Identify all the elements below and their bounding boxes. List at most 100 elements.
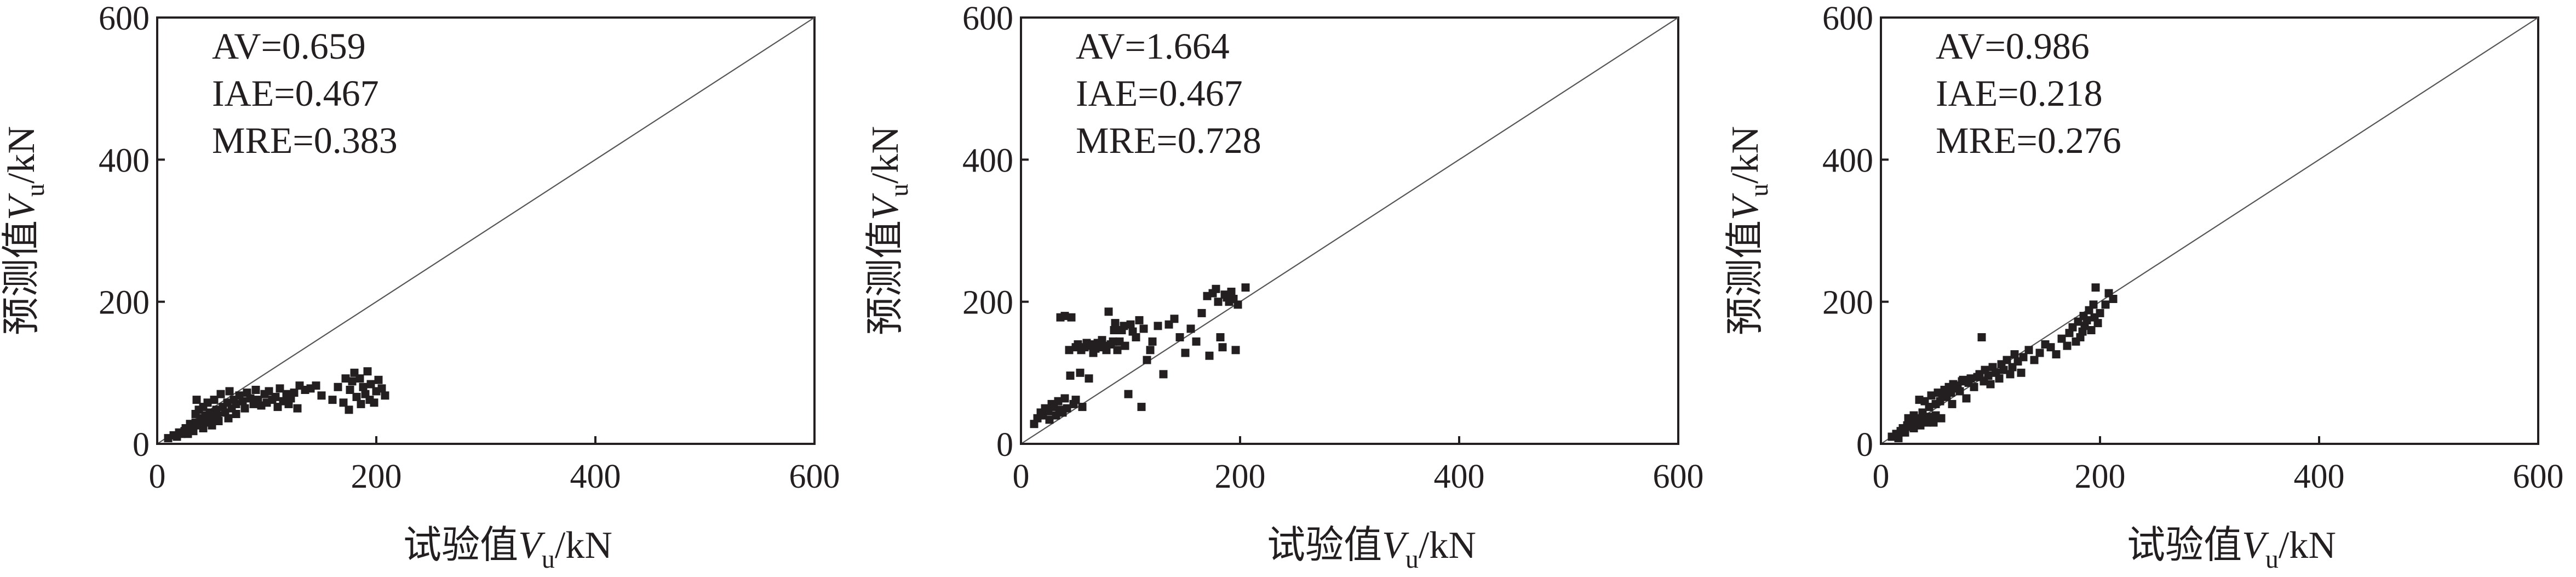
x-tick-label: 600 bbox=[1653, 458, 1704, 495]
data-point bbox=[1071, 396, 1080, 404]
data-point bbox=[290, 389, 299, 397]
data-point bbox=[2030, 356, 2039, 364]
x-axis-label-prefix: 试验值 bbox=[1267, 524, 1382, 567]
data-point bbox=[1121, 341, 1129, 350]
data-point bbox=[1970, 382, 1978, 391]
data-point bbox=[341, 374, 350, 383]
data-point bbox=[2109, 295, 2118, 303]
data-point bbox=[238, 397, 247, 405]
data-point bbox=[1109, 337, 1117, 346]
data-point bbox=[1148, 337, 1157, 346]
y-axis-label-prefix: 预测值 bbox=[1, 220, 43, 335]
chart-panel-2: 0 200 400 600 0 200 400 600 AV=1.664 IAE=0.467 MRE… bbox=[864, 0, 1704, 574]
stat-annotation: IAE=0.467 bbox=[1076, 72, 1243, 114]
data-point bbox=[2019, 353, 2028, 362]
x-axis-label-prefix: 试验值 bbox=[403, 524, 518, 567]
x-tick-label: 400 bbox=[2294, 458, 2345, 495]
data-point bbox=[208, 421, 216, 430]
data-point bbox=[357, 399, 365, 408]
data-point bbox=[1918, 408, 1927, 417]
x-axis-label-subscript: u bbox=[542, 545, 555, 574]
data-point bbox=[2006, 370, 2015, 379]
data-point bbox=[1936, 397, 1944, 405]
reference-line bbox=[157, 17, 815, 444]
x-tick-label: 200 bbox=[2075, 458, 2126, 495]
data-point bbox=[2035, 349, 2044, 357]
data-point bbox=[2024, 346, 2033, 355]
data-point bbox=[1143, 356, 1151, 364]
y-axis-label-var: V bbox=[864, 193, 907, 220]
data-point bbox=[1181, 349, 1190, 357]
y-tick-label: 200 bbox=[962, 284, 1013, 322]
data-point bbox=[1170, 315, 1179, 323]
data-point bbox=[1948, 399, 1957, 408]
y-tick-label: 200 bbox=[99, 284, 150, 322]
x-axis-label-subscript: u bbox=[2265, 545, 2279, 574]
data-point bbox=[1966, 374, 1975, 383]
data-point bbox=[2063, 341, 2072, 350]
data-point bbox=[1137, 403, 1146, 412]
x-axis-label-prefix: 试验值 bbox=[2127, 524, 2242, 567]
x-axis-label-unit: /kN bbox=[555, 524, 612, 567]
x-axis-label: 试验值Vu/kN bbox=[2127, 524, 2336, 574]
y-axis-label-prefix: 预测值 bbox=[1724, 220, 1766, 335]
data-point bbox=[1984, 372, 1993, 380]
data-point bbox=[1234, 300, 1242, 309]
y-axis-label-var: V bbox=[1724, 193, 1766, 220]
data-point bbox=[1937, 414, 1946, 422]
data-point bbox=[312, 381, 320, 390]
data-point bbox=[1962, 394, 1971, 403]
data-point bbox=[2017, 368, 2026, 377]
data-point bbox=[1124, 390, 1133, 398]
x-axis-label-unit: /kN bbox=[1419, 524, 1476, 567]
data-point bbox=[1214, 298, 1223, 306]
data-point bbox=[1060, 394, 1069, 403]
stat-annotation: IAE=0.467 bbox=[212, 72, 379, 114]
stat-annotation: MRE=0.276 bbox=[1936, 119, 2121, 161]
data-point bbox=[1139, 324, 1148, 333]
data-point bbox=[1227, 288, 1236, 296]
data-point bbox=[1060, 312, 1069, 321]
y-axis-label-unit: /kN bbox=[864, 126, 907, 184]
data-point bbox=[366, 380, 375, 389]
data-point bbox=[2091, 283, 2100, 292]
y-axis-label: 预测值Vu/kN bbox=[1724, 126, 1774, 335]
data-point bbox=[2082, 316, 2091, 324]
data-point bbox=[1212, 284, 1220, 293]
x-tick-label: 0 bbox=[1013, 458, 1030, 495]
data-point bbox=[1977, 333, 1986, 341]
data-point bbox=[251, 386, 260, 394]
data-point bbox=[240, 404, 249, 413]
stat-annotation: MRE=0.728 bbox=[1076, 119, 1261, 161]
data-point bbox=[1999, 365, 2008, 374]
stat-annotation: AV=0.659 bbox=[212, 25, 366, 67]
x-axis-label-var: V bbox=[2242, 524, 2269, 567]
data-point bbox=[2003, 356, 2011, 364]
y-tick-label: 200 bbox=[1822, 284, 1873, 322]
data-point bbox=[1076, 368, 1085, 377]
reference-line bbox=[1020, 17, 1679, 444]
data-point bbox=[359, 382, 368, 391]
y-axis-label-unit: /kN bbox=[1724, 126, 1766, 184]
data-point bbox=[1925, 403, 1934, 412]
data-point bbox=[317, 391, 326, 400]
data-point bbox=[1955, 387, 1964, 396]
data-point bbox=[345, 405, 353, 414]
data-point bbox=[1929, 418, 1938, 427]
plot-frame bbox=[1880, 16, 2539, 445]
x-tick-label: 200 bbox=[1215, 458, 1266, 495]
y-tick-label: 0 bbox=[133, 426, 150, 464]
x-axis-label-var: V bbox=[518, 524, 546, 567]
y-tick-label: 600 bbox=[962, 0, 1013, 37]
data-point bbox=[352, 392, 361, 401]
chart-panel-3: 0 200 400 600 0 200 400 600 AV=0.986 IAE=0.218 MRE… bbox=[1724, 0, 2564, 574]
x-tick-label: 200 bbox=[351, 458, 402, 495]
x-tick-label: 0 bbox=[1873, 458, 1890, 495]
y-tick-label: 600 bbox=[1822, 0, 1873, 37]
data-point bbox=[1175, 333, 1184, 341]
data-point bbox=[271, 392, 280, 401]
data-point bbox=[2057, 334, 2066, 343]
data-point bbox=[348, 377, 357, 386]
data-point bbox=[1135, 316, 1144, 324]
data-point bbox=[1186, 324, 1195, 333]
